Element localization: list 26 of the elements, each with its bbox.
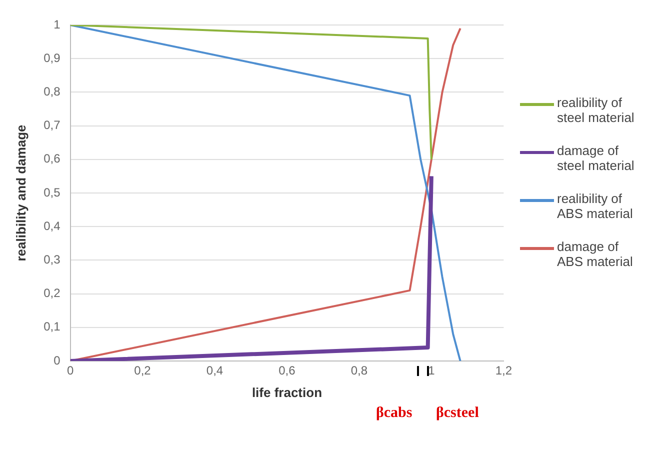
y-tick-label: 0,8: [44, 84, 61, 99]
text: βcabs: [376, 404, 412, 421]
legend-label: realibility of ABS material: [557, 191, 634, 221]
text: βcsteel: [436, 404, 479, 421]
x-tick-label: 1,2: [495, 364, 512, 378]
legend-label: damage of steel material: [557, 143, 636, 173]
y-tick-label: 0,6: [44, 152, 61, 166]
x-tick-label: 0,6: [278, 364, 296, 378]
legend-label: realibility of steel material: [557, 95, 636, 125]
y-tick-label: 0: [54, 353, 61, 368]
x-tick-label: 0,2: [134, 364, 152, 378]
x-axis-title: life fraction: [252, 384, 322, 400]
x-tick-label: 0: [66, 364, 74, 378]
y-axis-title: realibility and damage: [13, 124, 28, 262]
y-tick-label: 0,9: [44, 50, 61, 65]
legend-label: damage of ABS material: [557, 239, 634, 269]
x-tick-label: 0,4: [206, 364, 224, 378]
y-tick-label: 0,2: [44, 286, 61, 300]
x-tick-label: 1: [428, 364, 436, 378]
y-tick-label: 0,1: [44, 320, 61, 334]
y-tick-label: 0,5: [44, 185, 61, 200]
y-tick-label: 0,4: [44, 218, 61, 233]
x-tick-label: 0,8: [350, 364, 368, 378]
y-tick-label: 0,3: [44, 252, 61, 267]
y-tick-label: 1: [54, 17, 61, 32]
y-tick-label: 0,7: [44, 118, 61, 132]
